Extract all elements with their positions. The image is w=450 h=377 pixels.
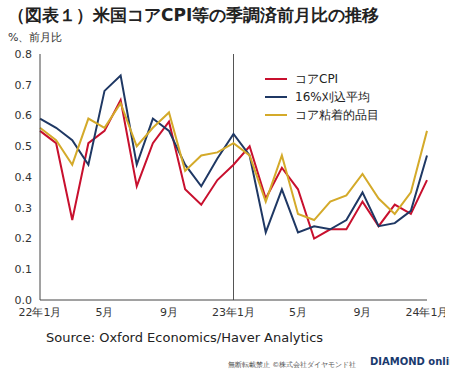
html-text:16%刈込平均: 16%刈込平均 — [295, 89, 370, 104]
html-text:コアCPI: コアCPI — [295, 71, 339, 86]
html-text:Source: Oxford Economics/Haver: Source: Oxford Economics/Haver Analytics — [46, 330, 324, 345]
svg-text:0.2: 0.2 — [15, 232, 33, 245]
svg-text:9月: 9月 — [354, 306, 372, 319]
svg-text:0.5: 0.5 — [15, 140, 33, 153]
svg-text:23年1月: 23年1月 — [212, 306, 255, 319]
svg-text:0.3: 0.3 — [15, 202, 33, 215]
svg-text:0.4: 0.4 — [15, 171, 33, 184]
svg-text:0.0: 0.0 — [15, 294, 33, 307]
svg-text:9月: 9月 — [160, 306, 178, 319]
svg-text:0.1: 0.1 — [15, 263, 33, 276]
svg-text:24年1月: 24年1月 — [406, 306, 443, 319]
html-text:無断転載禁止 ©株式会社ダイヤモンド社: 無断転載禁止 ©株式会社ダイヤモンド社 — [228, 361, 357, 369]
html-text:%、前月比: %、前月比 — [8, 31, 63, 44]
html-text:（図表１）米国コアCPI等の季調済前月比の推移: （図表１）米国コアCPI等の季調済前月比の推移 — [8, 5, 380, 25]
svg-text:5月: 5月 — [289, 306, 307, 319]
svg-text:0.7: 0.7 — [15, 79, 33, 92]
svg-text:22年1月: 22年1月 — [19, 306, 62, 319]
html-text:コア粘着的品目: コア粘着的品目 — [295, 107, 379, 122]
svg-text:0.6: 0.6 — [15, 109, 33, 122]
svg-text:0.8: 0.8 — [15, 48, 33, 61]
svg-text:5月: 5月 — [96, 306, 114, 319]
